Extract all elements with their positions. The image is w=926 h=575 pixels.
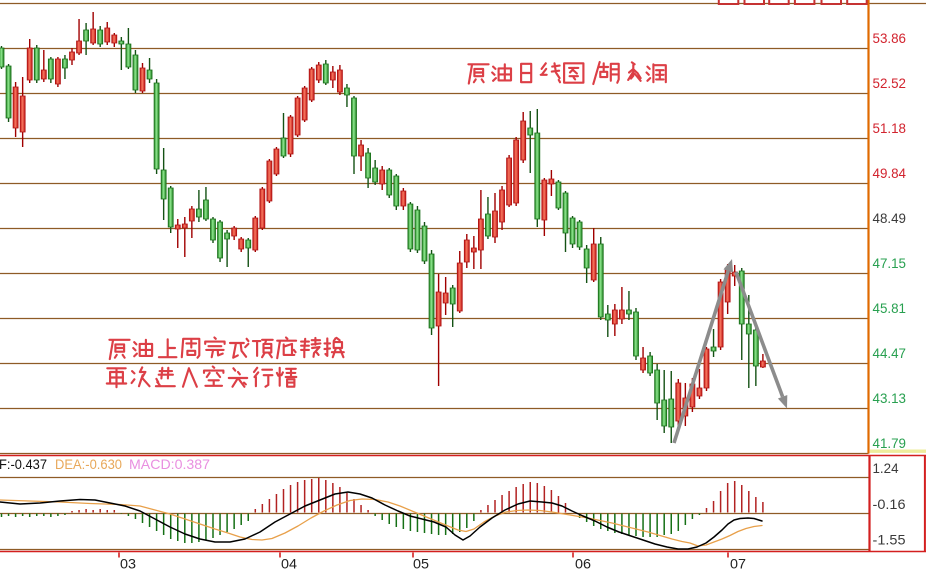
svg-text:43.13: 43.13: [873, 390, 907, 406]
svg-text:04: 04: [281, 556, 297, 572]
svg-text:06: 06: [575, 556, 591, 572]
svg-text:05: 05: [413, 556, 429, 572]
svg-text:1.24: 1.24: [873, 460, 899, 476]
svg-text:DEA:-0.630: DEA:-0.630: [55, 456, 122, 472]
svg-text:53.86: 53.86: [873, 30, 907, 46]
svg-text:52.52: 52.52: [873, 75, 907, 91]
svg-text:F:-0.437: F:-0.437: [0, 456, 47, 472]
svg-text:45.81: 45.81: [873, 300, 907, 316]
svg-text:-0.16: -0.16: [873, 496, 906, 512]
svg-text:07: 07: [730, 556, 746, 572]
svg-text:41.79: 41.79: [873, 435, 907, 451]
svg-text:MACD:0.387: MACD:0.387: [129, 456, 210, 472]
svg-text:51.18: 51.18: [873, 120, 907, 136]
svg-text:-1.55: -1.55: [873, 532, 906, 548]
svg-text:48.49: 48.49: [873, 210, 907, 226]
svg-text:47.15: 47.15: [873, 255, 907, 271]
svg-text:03: 03: [120, 556, 136, 572]
svg-text:44.47: 44.47: [873, 345, 907, 361]
svg-text:49.84: 49.84: [873, 165, 907, 181]
